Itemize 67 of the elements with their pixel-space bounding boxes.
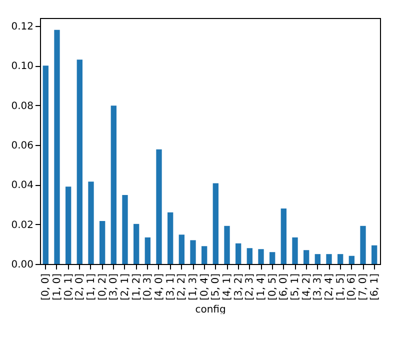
bar bbox=[168, 212, 174, 264]
bar bbox=[348, 256, 354, 264]
bar bbox=[156, 149, 162, 264]
bar bbox=[66, 186, 72, 264]
x-tick-label: [0, 6] bbox=[346, 273, 358, 300]
bar bbox=[314, 254, 320, 264]
x-tick-label: [7, 0] bbox=[358, 273, 369, 300]
bar bbox=[178, 234, 184, 264]
x-tick-label: [2, 0] bbox=[74, 273, 86, 300]
x-tick-label: [2, 1] bbox=[120, 273, 131, 300]
x-tick-label: [0, 5] bbox=[267, 273, 278, 300]
x-tick-label: [1, 5] bbox=[335, 273, 346, 300]
bar bbox=[202, 246, 208, 264]
x-tick-label: [2, 3] bbox=[244, 273, 256, 300]
bar bbox=[122, 194, 128, 264]
x-tick-label: [1, 0] bbox=[52, 273, 63, 300]
bar bbox=[304, 250, 310, 264]
bar bbox=[144, 237, 150, 264]
x-tick-label: [4, 1] bbox=[222, 273, 233, 300]
x-tick-label: [5, 0] bbox=[210, 273, 222, 300]
bar bbox=[246, 248, 252, 264]
bar bbox=[258, 249, 264, 264]
x-tick-label: [0, 3] bbox=[142, 273, 154, 300]
x-tick-label: [1, 1] bbox=[86, 273, 97, 300]
x-tick-label: [1, 4] bbox=[256, 273, 267, 300]
bar bbox=[292, 237, 298, 264]
x-tick-label: [1, 2] bbox=[131, 273, 142, 300]
bar bbox=[42, 66, 48, 264]
x-tick-label: [0, 4] bbox=[199, 273, 210, 300]
y-tick-label: 0.02 bbox=[11, 220, 34, 231]
x-tick-label: [4, 0] bbox=[154, 273, 165, 300]
x-tick-label: [0, 2] bbox=[97, 273, 108, 300]
bar bbox=[338, 254, 344, 264]
bar bbox=[134, 224, 140, 264]
bar bbox=[88, 182, 94, 264]
x-tick-label: [1, 3] bbox=[188, 273, 199, 300]
bar bbox=[190, 240, 196, 264]
x-tick-label: [3, 2] bbox=[233, 273, 244, 300]
bar bbox=[280, 208, 286, 264]
bar bbox=[372, 245, 378, 264]
bar bbox=[326, 254, 332, 264]
x-tick-label: [5, 1] bbox=[290, 273, 301, 300]
x-tick-label: [0, 0] bbox=[40, 273, 52, 300]
bar bbox=[110, 106, 116, 264]
x-tick-label: [3, 3] bbox=[312, 273, 324, 300]
bar bbox=[360, 226, 366, 264]
bar bbox=[100, 220, 106, 264]
x-tick-label: [3, 0] bbox=[108, 273, 120, 300]
x-tick-label: [2, 4] bbox=[324, 273, 335, 300]
y-tick-label: 0.08 bbox=[11, 100, 34, 112]
x-tick-label: [6, 0] bbox=[278, 273, 290, 300]
y-tick-label: 0.10 bbox=[11, 61, 34, 72]
y-tick-label: 0.12 bbox=[11, 21, 34, 32]
y-tick-label: 0.00 bbox=[11, 260, 34, 270]
bar bbox=[236, 243, 242, 264]
bar bbox=[54, 30, 60, 264]
x-tick-label: [2, 2] bbox=[176, 273, 188, 300]
bar bbox=[76, 60, 82, 264]
bar bbox=[212, 183, 218, 264]
y-tick-label: 0.04 bbox=[11, 180, 34, 192]
y-tick-label: 0.06 bbox=[11, 140, 34, 152]
x-tick-label: [3, 1] bbox=[165, 273, 176, 300]
x-tick-label: [0, 1] bbox=[63, 273, 74, 300]
bar bbox=[224, 226, 230, 264]
x-tick-label: [4, 2] bbox=[301, 273, 312, 300]
bar bbox=[270, 252, 276, 264]
x-tick-label: [6, 1] bbox=[369, 273, 380, 300]
